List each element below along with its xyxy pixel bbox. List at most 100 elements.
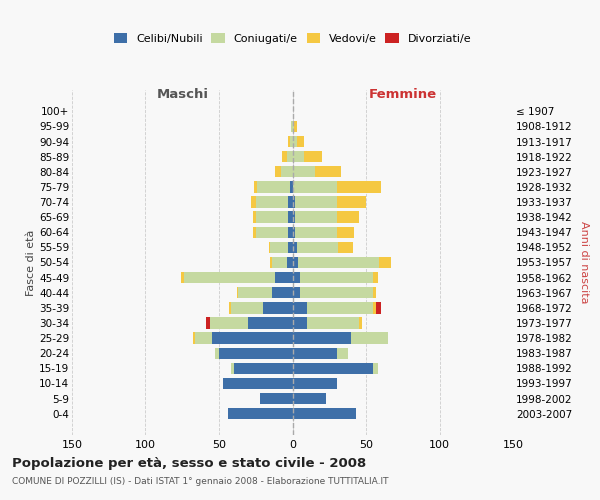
Bar [359, 318, 362, 328]
Bar [290, 136, 293, 147]
Bar [234, 362, 293, 374]
Bar [337, 212, 359, 223]
Bar [293, 196, 295, 207]
Bar [288, 242, 293, 253]
Bar [373, 272, 378, 283]
Bar [223, 378, 293, 389]
Bar [294, 121, 297, 132]
Bar [337, 226, 354, 238]
Bar [337, 196, 366, 207]
Bar [196, 332, 212, 344]
Bar [293, 166, 314, 177]
Bar [293, 182, 337, 192]
Bar [272, 287, 293, 298]
Bar [300, 272, 373, 283]
Bar [293, 332, 352, 344]
Bar [288, 136, 290, 147]
Bar [210, 318, 248, 328]
Bar [293, 393, 326, 404]
Bar [293, 242, 297, 253]
Bar [293, 212, 295, 223]
Bar [257, 182, 290, 192]
Bar [271, 242, 288, 253]
Bar [254, 182, 257, 192]
Bar [181, 272, 184, 283]
Bar [281, 166, 293, 177]
Bar [293, 121, 294, 132]
Bar [373, 362, 378, 374]
Bar [293, 151, 304, 162]
Text: Maschi: Maschi [156, 88, 208, 101]
Bar [307, 318, 359, 328]
Bar [293, 226, 295, 238]
Bar [287, 257, 293, 268]
Bar [256, 226, 288, 238]
Bar [293, 257, 298, 268]
Bar [293, 287, 300, 298]
Bar [288, 196, 293, 207]
Bar [275, 272, 293, 283]
Y-axis label: Anni di nascita: Anni di nascita [579, 221, 589, 304]
Bar [295, 226, 337, 238]
Bar [229, 302, 231, 314]
Bar [293, 302, 307, 314]
Text: COMUNE DI POZZILLI (IS) - Dati ISTAT 1° gennaio 2008 - Elaborazione TUTTITALIA.I: COMUNE DI POZZILLI (IS) - Dati ISTAT 1° … [12, 478, 389, 486]
Bar [256, 212, 288, 223]
Bar [293, 136, 297, 147]
Bar [288, 212, 293, 223]
Bar [282, 151, 287, 162]
Bar [379, 257, 391, 268]
Bar [275, 166, 281, 177]
Bar [272, 257, 287, 268]
Bar [293, 318, 307, 328]
Bar [290, 182, 293, 192]
Bar [293, 272, 300, 283]
Bar [373, 287, 376, 298]
Bar [238, 287, 272, 298]
Bar [219, 348, 293, 359]
Bar [269, 242, 271, 253]
Bar [293, 408, 356, 420]
Bar [271, 257, 272, 268]
Bar [291, 121, 293, 132]
Bar [236, 287, 238, 298]
Bar [212, 332, 293, 344]
Bar [288, 226, 293, 238]
Bar [253, 226, 256, 238]
Bar [251, 196, 256, 207]
Text: Popolazione per età, sesso e stato civile - 2008: Popolazione per età, sesso e stato civil… [12, 458, 366, 470]
Bar [376, 302, 381, 314]
Bar [373, 302, 376, 314]
Bar [297, 242, 338, 253]
Bar [256, 196, 288, 207]
Bar [297, 136, 304, 147]
Bar [248, 318, 293, 328]
Bar [184, 272, 275, 283]
Bar [300, 287, 373, 298]
Bar [215, 348, 219, 359]
Bar [295, 212, 337, 223]
Bar [228, 408, 293, 420]
Legend: Celibi/Nubili, Coniugati/e, Vedovi/e, Divorziati/e: Celibi/Nubili, Coniugati/e, Vedovi/e, Di… [110, 30, 475, 47]
Bar [298, 257, 379, 268]
Bar [293, 378, 337, 389]
Bar [231, 302, 263, 314]
Bar [260, 393, 293, 404]
Bar [307, 302, 373, 314]
Bar [293, 348, 337, 359]
Text: Femmine: Femmine [368, 88, 437, 101]
Bar [352, 332, 388, 344]
Bar [337, 348, 349, 359]
Bar [295, 196, 337, 207]
Bar [206, 318, 210, 328]
Bar [287, 151, 293, 162]
Bar [231, 362, 234, 374]
Bar [337, 182, 381, 192]
Bar [253, 212, 256, 223]
Bar [263, 302, 293, 314]
Bar [293, 362, 373, 374]
Bar [314, 166, 341, 177]
Bar [338, 242, 353, 253]
Bar [193, 332, 196, 344]
Y-axis label: Fasce di età: Fasce di età [26, 230, 36, 296]
